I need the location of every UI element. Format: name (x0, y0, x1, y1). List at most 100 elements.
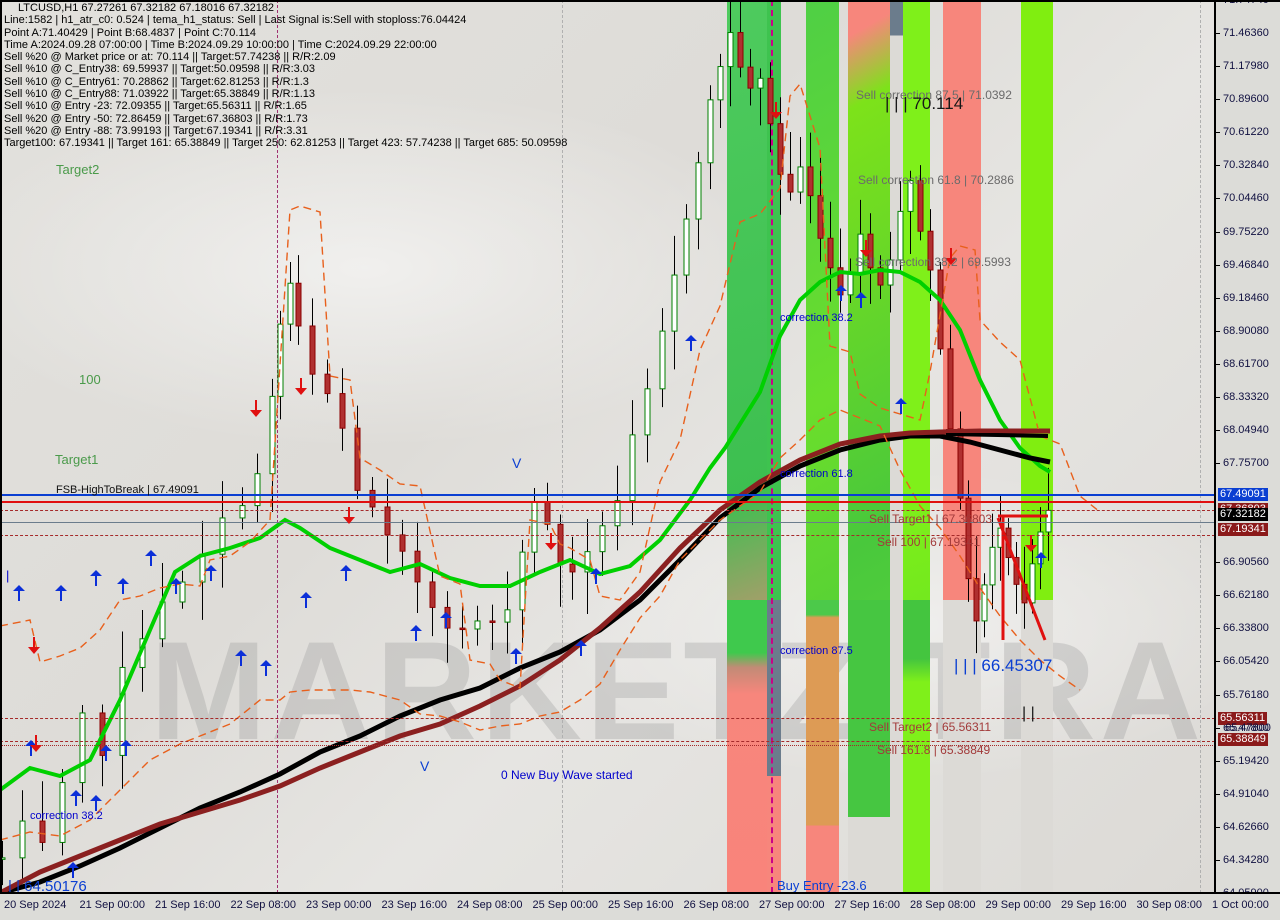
price-badge: 65.38849 (1218, 732, 1268, 746)
info-line: Sell %20 @ Entry -50: 72.86459 || Target… (4, 112, 308, 125)
info-line: Sell %10 @ Entry -23: 72.09355 || Target… (4, 100, 307, 113)
time-tick: 29 Sep 00:00 (985, 899, 1051, 911)
level-sell-1618 (0, 741, 1215, 742)
label-sell-correction-618: Sell correction 61.8 | 70.2886 (858, 173, 1014, 187)
price-tick: 69.46840 (1216, 259, 1280, 272)
price-series (0, 0, 1101, 893)
time-tick: 21 Sep 00:00 (79, 899, 145, 911)
info-line: Point A:71.40429 | Point B:68.4837 | Poi… (4, 26, 256, 39)
session-band-lower (848, 600, 890, 893)
level-sell-100 (0, 535, 1215, 536)
label-low-left: | | 64.50176 (8, 878, 87, 893)
price-tick: 64.62660 (1216, 821, 1280, 834)
label-sell-correction-875: Sell correction 87.5 | 71.0392 (856, 88, 1012, 102)
label-target2: Target2 (56, 162, 100, 177)
price-tick: 66.90560 (1216, 556, 1280, 569)
info-line: Target100: 67.19341 || Target 161: 65.38… (4, 137, 568, 150)
price-badge: 65.56311 (1218, 712, 1268, 726)
session-band-lower (727, 600, 767, 893)
price-tick: 68.04940 (1216, 424, 1280, 437)
price-tick: 68.61700 (1216, 358, 1280, 371)
info-line: Line:1582 | h1_atr_c0: 0.524 | tema_h1_s… (4, 14, 467, 27)
price-tick: 66.62180 (1216, 589, 1280, 602)
time-tick: 29 Sep 16:00 (1061, 899, 1127, 911)
label-sell-1618: Sell 161.8 | 65.38849 (877, 743, 991, 757)
signal-arrows-layer (13, 102, 1047, 878)
session-separator (771, 0, 774, 893)
price-tick: 65.19420 (1216, 755, 1280, 768)
price-badge: 67.32182 (1218, 508, 1268, 522)
label-correction-618: correction 61.8 (780, 468, 853, 480)
price-tick: 70.32840 (1216, 159, 1280, 172)
ma-maroon-line (0, 428, 1050, 893)
symbol-ohlc-line: LTCUSD,H1 67.27261 67.32182 67.18016 67.… (18, 2, 275, 14)
price-scale[interactable]: 71.74740 71.46360 71.17980 70.89600 70.61220… (1216, 0, 1280, 899)
session-band-lower (806, 600, 839, 893)
price-tick: 66.33800 (1216, 622, 1280, 635)
price-badge: 67.49091 (1218, 488, 1268, 502)
label-v-high: V (512, 455, 522, 471)
time-tick: 23 Sep 16:00 (381, 899, 447, 911)
price-tick: 71.17980 (1216, 60, 1280, 73)
time-tick: 30 Sep 08:00 (1136, 899, 1202, 911)
envelope-dashed-upper (0, 82, 1101, 690)
price-badge: 67.19341 (1218, 522, 1268, 536)
label-sell-correction-382: Sell correction 38.2 | 69.5993 (855, 255, 1011, 269)
label-buy-entry: Buy Entry -23.6 (777, 878, 867, 893)
price-tick: 64.91040 (1216, 788, 1280, 801)
label-new-buy-wave: 0 New Buy Wave started (501, 768, 633, 782)
price-tick: 69.75220 (1216, 226, 1280, 239)
time-scale[interactable]: 20 Sep 2024 21 Sep 00:00 21 Sep 16:00 22 Se… (0, 894, 1280, 920)
info-line: Sell %10 @ C_Entry38: 69.59937 || Target… (4, 63, 316, 76)
price-tick: 68.33320 (1216, 391, 1280, 404)
session-band-lower (890, 600, 903, 893)
chart-border-left (0, 0, 2, 894)
label-v-low: V (420, 758, 430, 774)
level-close (0, 522, 1215, 523)
time-tick: 20 Sep 2024 (4, 899, 67, 911)
info-line: Time A:2024.09.28 07:00:00 | Time B:2024… (4, 38, 437, 51)
price-tick: 70.04460 (1216, 192, 1280, 205)
label-fsb-hightobreak: FSB-HighToBreak | 67.49091 (56, 484, 199, 496)
chart-plot-area[interactable]: MARKETZ TRADE (0, 0, 1215, 893)
chart-border-top (0, 0, 1280, 2)
info-line: Sell %10 @ C_Entry88: 71.03922 || Target… (4, 88, 316, 101)
time-tick: 25 Sep 16:00 (608, 899, 674, 911)
price-tick: 70.89600 (1216, 93, 1280, 106)
price-tick: 70.61220 (1216, 126, 1280, 139)
session-separator (277, 0, 279, 893)
time-tick: 24 Sep 08:00 (457, 899, 523, 911)
session-band-lower (903, 600, 930, 893)
label-sell-target2: Sell Target2 | 65.56311 (869, 720, 992, 734)
label-sell-100: Sell 100 | 67.19341 (877, 535, 981, 549)
time-tick: 25 Sep 00:00 (532, 899, 598, 911)
session-separator (1200, 0, 1202, 893)
time-tick: 27 Sep 16:00 (834, 899, 900, 911)
label-correction-382: correction 38.2 (780, 312, 853, 324)
chart-info-header: LTCUSD,H1 67.27261 67.32182 67.18016 67.… (4, 2, 567, 150)
session-separator (562, 0, 564, 893)
price-tick: 69.18460 (1216, 292, 1280, 305)
info-line: Sell %10 @ C_Entry61: 70.28862 || Target… (4, 75, 309, 88)
level-red-solid (0, 501, 1215, 503)
label-correction-875: correction 87.5 (780, 645, 853, 657)
time-tick: 22 Sep 08:00 (230, 899, 296, 911)
level-sell-target1 (0, 510, 1215, 511)
price-tick: 65.76180 (1216, 689, 1280, 702)
price-tick: 64.34280 (1216, 854, 1280, 867)
label-target1: Target1 (55, 452, 99, 467)
time-tick: 23 Sep 00:00 (306, 899, 372, 911)
label-sell-target1: Sell Target1 | 67.36803 (869, 512, 992, 526)
time-tick: 26 Sep 08:00 (683, 899, 749, 911)
level-lower-dotted (0, 745, 1215, 746)
price-tick: 71.46360 (1216, 27, 1280, 40)
time-tick: 28 Sep 08:00 (910, 899, 976, 911)
price-axis-line (1214, 0, 1216, 894)
chart-border-bottom (0, 892, 1280, 894)
label-point-c: | | | 70.114 (885, 94, 964, 113)
time-tick: 1 Oct 00:00 (1212, 899, 1269, 911)
label-mid-price: | | | 66.45307 (954, 656, 1053, 675)
time-tick: 27 Sep 00:00 (759, 899, 825, 911)
info-line: Sell %20 @ Market price or at: 70.114 ||… (4, 51, 336, 64)
